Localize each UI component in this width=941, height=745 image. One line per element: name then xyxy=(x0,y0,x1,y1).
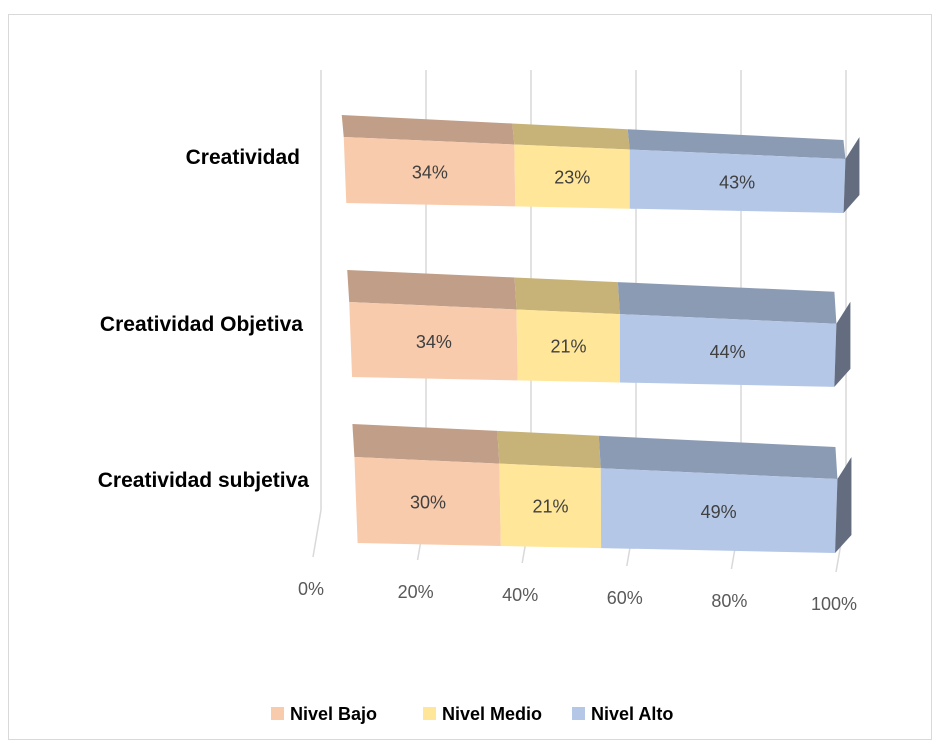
data-label-nivel-medio: 23% xyxy=(554,167,590,187)
bar-nivel-medio-0 xyxy=(514,144,630,209)
data-label-nivel-alto: 43% xyxy=(719,173,755,193)
bar-side-2 xyxy=(835,457,852,553)
data-label-nivel-bajo: 34% xyxy=(416,332,452,352)
bar-top-nivel-medio-0 xyxy=(512,123,630,150)
bars: 34% 23% 43% 34% 21% 44% 30% 21% 49% xyxy=(341,115,860,553)
x-tick-label: 80% xyxy=(711,591,747,611)
category-labels: Creatividad Creatividad Objetiva Creativid… xyxy=(98,146,310,492)
legend-swatch-nivel-medio xyxy=(423,707,436,720)
bar-nivel-alto-0 xyxy=(629,149,846,213)
gridline-floor-0 xyxy=(312,509,322,558)
legend: Nivel Bajo Nivel Medio Nivel Alto xyxy=(271,704,673,724)
bar-nivel-bajo-0 xyxy=(343,137,516,207)
data-label-nivel-alto: 49% xyxy=(701,502,737,522)
category-label: Creatividad xyxy=(186,146,300,169)
data-label-nivel-bajo: 34% xyxy=(412,163,448,183)
bar-top-nivel-alto-1 xyxy=(617,282,837,324)
data-label-nivel-bajo: 30% xyxy=(410,492,446,512)
bar-nivel-medio-2 xyxy=(499,463,602,549)
category-label: Creatividad Objetiva xyxy=(100,313,303,336)
legend-label-nivel-alto: Nivel Alto xyxy=(591,704,673,724)
axis-tick-labels: 0% 20% 40% 60% 80% 100% xyxy=(298,579,857,614)
bar-nivel-alto-1 xyxy=(619,314,837,387)
bar-top-nivel-bajo-1 xyxy=(347,270,517,310)
bar-nivel-bajo-2 xyxy=(354,457,501,546)
legend-label-nivel-bajo: Nivel Bajo xyxy=(290,704,377,724)
bar-top-nivel-medio-1 xyxy=(514,277,620,315)
legend-swatch-nivel-alto xyxy=(572,707,585,720)
legend-label-nivel-medio: Nivel Medio xyxy=(442,704,542,724)
bar-side-1 xyxy=(834,301,851,387)
bar-nivel-alto-2 xyxy=(600,468,838,553)
data-label-nivel-medio: 21% xyxy=(532,496,568,516)
data-label-nivel-alto: 44% xyxy=(710,342,746,362)
bar-nivel-bajo-1 xyxy=(349,302,518,381)
x-tick-label: 100% xyxy=(811,594,857,614)
legend-swatch-nivel-bajo xyxy=(271,707,284,720)
bar-top-nivel-bajo-0 xyxy=(341,115,515,145)
x-tick-label: 60% xyxy=(607,588,643,608)
bar-top-nivel-alto-0 xyxy=(627,129,846,159)
x-tick-label: 20% xyxy=(398,582,434,602)
category-label: Creatividad subjetiva xyxy=(98,469,310,492)
bar-side-0 xyxy=(843,137,860,213)
x-tick-label: 40% xyxy=(502,585,538,605)
bar-top-nivel-alto-2 xyxy=(598,435,838,479)
bar-nivel-medio-1 xyxy=(516,309,620,383)
bar-top-nivel-bajo-2 xyxy=(352,424,500,464)
x-tick-label: 0% xyxy=(298,579,324,599)
data-label-nivel-medio: 21% xyxy=(551,337,587,357)
bar-top-nivel-medio-2 xyxy=(497,430,601,469)
